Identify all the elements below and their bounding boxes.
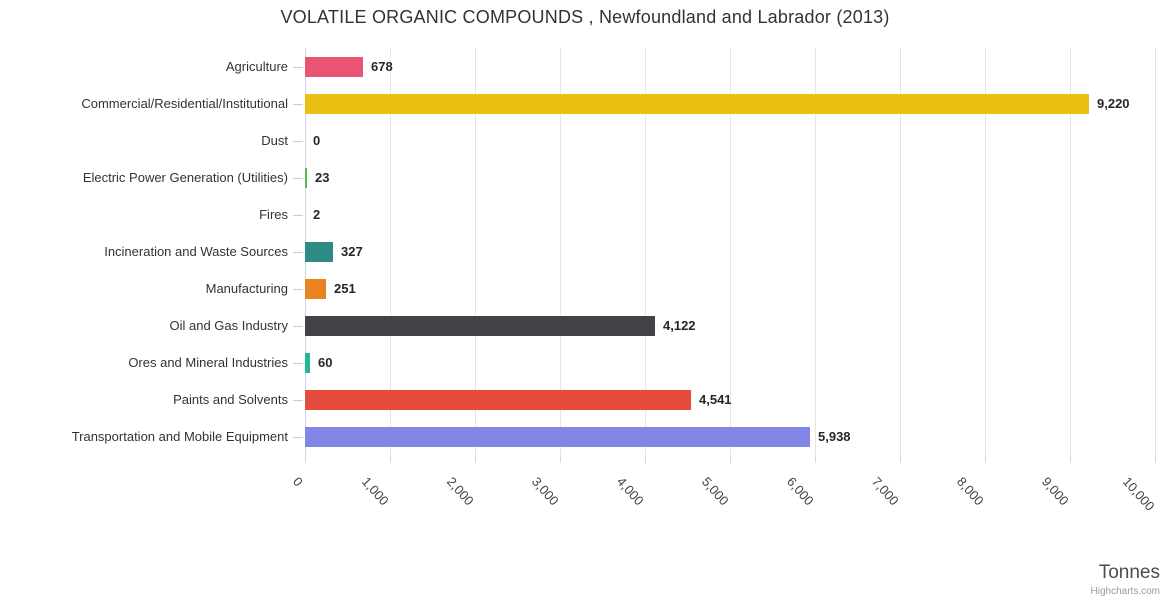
x-axis-tick-label: 6,000 [783,474,817,509]
category-tick [293,400,303,401]
category-tick [293,104,303,105]
x-axis-tick-label: 8,000 [953,474,987,509]
x-axis-tick [560,455,561,463]
x-axis-tick [1070,455,1071,463]
x-axis-tick [390,455,391,463]
category-label: Ores and Mineral Industries [128,355,288,370]
x-axis-tick [730,455,731,463]
x-axis-tick-label: 9,000 [1038,474,1072,509]
x-axis-tick-label: 0 [289,474,306,490]
value-label: 251 [334,281,356,296]
bar-transportation-and-mobile-equipment[interactable] [305,427,810,447]
gridline [390,48,391,455]
category-label: Oil and Gas Industry [169,318,289,333]
value-label: 678 [371,59,393,74]
gridline [900,48,901,455]
category-label: Electric Power Generation (Utilities) [82,170,288,185]
plot-area: 678 9,220 0 23 2 327 251 4,122 60 4,541 5,938 [305,48,1156,455]
bar-oil-and-gas-industry[interactable] [305,316,655,336]
x-axis-tick [1155,455,1156,463]
category-tick [293,326,303,327]
gridline [475,48,476,455]
category-label: Transportation and Mobile Equipment [71,429,288,444]
category-tick [293,252,303,253]
category-label: Paints and Solvents [173,392,288,407]
value-label: 2 [313,207,321,222]
category-tick [293,178,303,179]
bar-agriculture[interactable] [305,57,363,77]
x-axis-tick [815,455,816,463]
x-axis-tick [985,455,986,463]
category-tick [293,215,303,216]
x-axis-tick-label: 5,000 [698,474,732,509]
x-axis-tick [305,455,306,463]
bar-commercial-residential-institutional[interactable] [305,94,1089,114]
x-axis-tick-label: 7,000 [868,474,902,509]
gridline [985,48,986,455]
bar-ores-and-mineral-industries[interactable] [305,353,310,373]
bar-electric-power-generation-utilities-[interactable] [305,168,307,188]
x-axis-tick [645,455,646,463]
gridline [560,48,561,455]
chart-title: VOLATILE ORGANIC COMPOUNDS , Newfoundlan… [280,7,890,27]
bar-paints-and-solvents[interactable] [305,390,691,410]
bar-incineration-and-waste-sources[interactable] [305,242,333,262]
x-axis-tick-label: 2,000 [443,474,477,509]
value-label: 60 [318,355,333,370]
category-label: Agriculture [225,59,288,74]
category-tick [293,437,303,438]
gridline [815,48,816,455]
gridline [730,48,731,455]
gridline [1155,48,1156,455]
gridline [645,48,646,455]
x-axis-tick-label: 1,000 [358,474,392,509]
category-tick [293,141,303,142]
category-label: Fires [259,207,288,222]
value-label: 23 [315,170,330,185]
value-label: 327 [341,244,363,259]
bar-manufacturing[interactable] [305,279,326,299]
value-label: 4,122 [663,318,696,333]
category-tick [293,289,303,290]
highcharts-credits-link[interactable]: Highcharts.com [1090,586,1160,597]
category-tick [293,363,303,364]
value-label: 5,938 [818,429,851,444]
category-label: Dust [261,133,288,148]
gridline [1070,48,1071,455]
x-axis-tick-label: 3,000 [528,474,562,509]
x-axis-tick-label: 10,000 [1119,474,1158,514]
x-axis-tick [900,455,901,463]
value-label: 4,541 [699,392,732,407]
category-label: Incineration and Waste Sources [104,244,288,259]
value-label: 9,220 [1097,96,1130,111]
x-axis-tick-label: 4,000 [613,474,647,509]
x-axis-tick [475,455,476,463]
category-label: Commercial/Residential/Institutional [81,96,288,111]
category-label: Manufacturing [205,281,288,296]
value-label: 0 [313,133,321,148]
x-axis-title: Tonnes [1098,562,1160,583]
category-tick [293,67,303,68]
